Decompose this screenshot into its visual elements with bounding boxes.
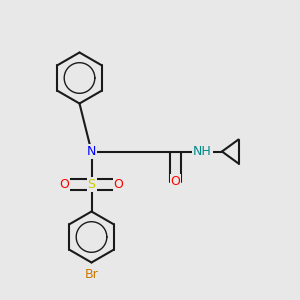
Text: NH: NH — [193, 145, 212, 158]
Text: O: O — [60, 178, 69, 191]
Text: N: N — [87, 145, 96, 158]
Text: O: O — [171, 175, 180, 188]
Text: Br: Br — [85, 268, 98, 281]
Text: O: O — [114, 178, 123, 191]
Text: S: S — [88, 178, 95, 191]
